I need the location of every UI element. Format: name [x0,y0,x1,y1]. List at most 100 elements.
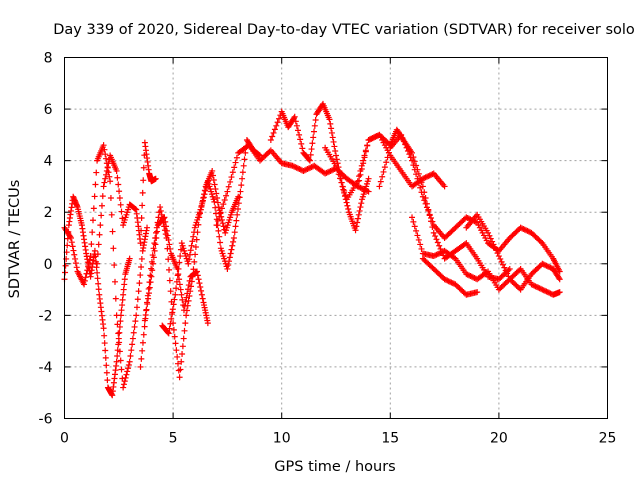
data-point [120,384,127,391]
interp-marker [547,264,554,271]
interp-marker [151,240,158,247]
data-point [152,175,159,182]
interp-marker [136,280,143,287]
interp-marker [220,223,227,230]
interp-marker [273,122,280,129]
data-point [198,204,205,211]
interp-marker [361,154,368,161]
interp-marker [170,301,177,308]
interp-marker [199,200,206,207]
interp-marker [184,290,191,297]
interp-marker [497,255,504,262]
series-track-11 [376,131,563,275]
interp-marker [271,126,278,133]
interp-marker [467,273,474,280]
interp-marker [125,365,132,372]
interp-marker [297,166,304,173]
interp-marker [434,239,441,246]
data-point [137,363,144,370]
interp-marker [95,280,102,287]
interp-marker [140,177,147,184]
interp-marker [444,277,451,284]
interp-marker [418,245,425,252]
interp-marker [219,220,226,227]
data-point [376,183,383,190]
interp-marker [339,183,346,190]
interp-marker [323,169,330,176]
data-point [352,227,359,234]
interp-marker [181,303,188,310]
interp-marker [544,263,551,270]
interp-marker [294,165,301,172]
interp-marker [403,144,410,151]
interp-marker [91,193,98,200]
data-point [180,307,187,314]
interp-marker [413,171,420,178]
interp-marker [182,298,189,305]
interp-marker [380,168,387,175]
interp-marker [179,343,186,350]
interp-marker [102,175,109,182]
interp-marker [310,134,317,141]
interp-marker [174,360,181,367]
interp-marker [181,327,188,334]
data-point [176,374,183,381]
interp-marker [96,231,103,238]
interp-marker [90,217,97,224]
interp-marker [99,193,106,200]
interp-marker [406,151,413,158]
interp-marker [95,286,102,293]
interp-marker [195,276,202,283]
interp-marker [141,323,148,330]
interp-marker [194,272,201,279]
data-point [539,260,546,267]
data-point [126,255,133,262]
interp-marker [165,256,172,263]
interp-marker [177,253,184,260]
data-point [204,320,211,327]
interp-marker [461,290,468,297]
interp-marker [95,241,102,248]
data-point [126,358,133,365]
interp-marker [543,262,550,269]
interp-marker [357,171,364,178]
interp-marker [221,196,228,203]
interp-marker [94,275,101,282]
data-point [365,175,372,182]
interp-marker [491,244,498,251]
interp-marker [94,251,101,258]
interp-marker [145,290,152,297]
interp-marker [116,195,123,202]
data-point [300,167,307,174]
data-point [185,260,192,267]
y-tick-label: 0 [44,257,53,273]
data-point [556,276,563,283]
series-track-12 [409,214,563,298]
interp-marker [328,125,335,132]
interp-marker [122,374,129,381]
interp-marker [212,204,219,211]
interp-marker [84,267,91,274]
x-tick-label: 15 [381,431,399,447]
interp-marker [525,228,532,235]
data-point [289,162,296,169]
interp-marker [371,134,378,141]
data-point [419,193,426,200]
interp-marker [214,195,221,202]
interp-marker [155,214,162,221]
interp-marker [138,215,145,222]
interp-marker [381,164,388,171]
data-point [224,188,231,195]
interp-marker [117,318,124,325]
interp-marker [116,348,123,355]
series-track-14 [463,211,563,293]
interp-marker [102,151,109,158]
interp-marker [228,246,235,253]
data-point [556,289,563,296]
interp-marker [234,211,241,218]
interp-marker [132,205,139,212]
interp-marker [171,333,178,340]
interp-marker [138,264,145,271]
interp-marker [116,188,123,195]
interp-marker [308,146,315,153]
